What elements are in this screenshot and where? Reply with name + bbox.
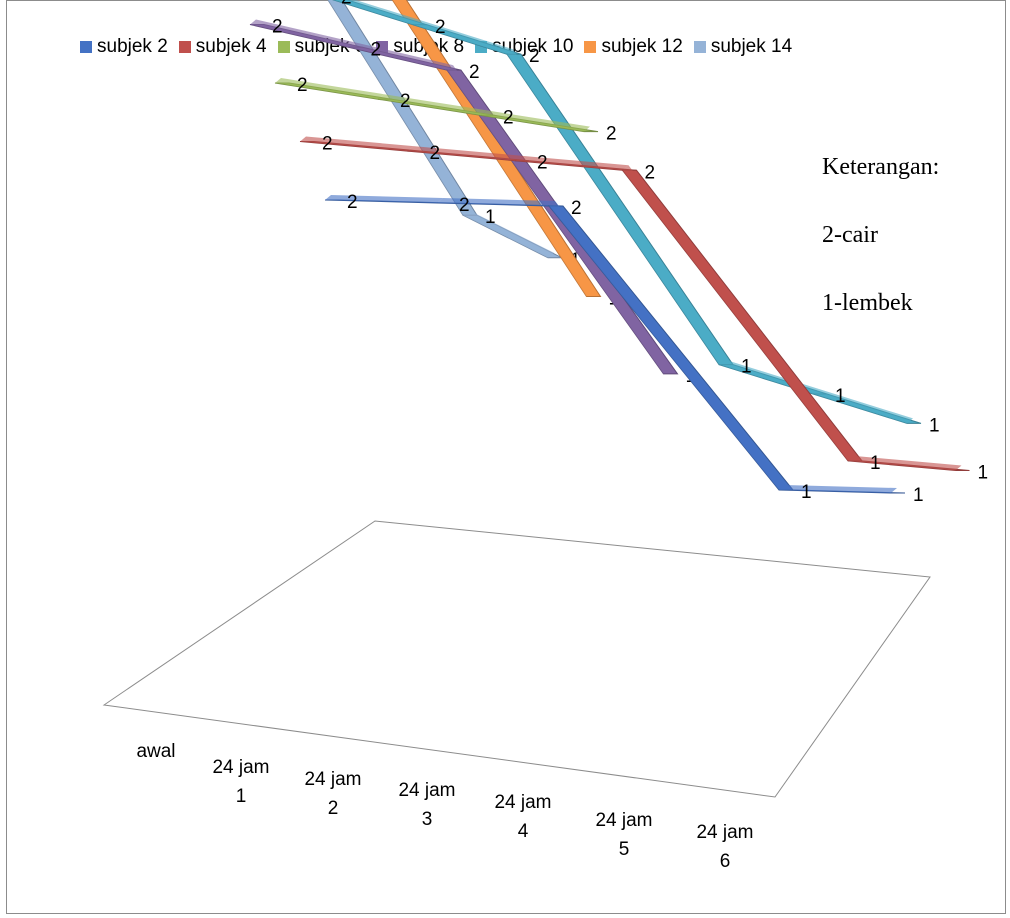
line-segment-top xyxy=(348,42,453,71)
line-segment-top xyxy=(463,210,554,258)
data-label: 2 xyxy=(469,62,480,83)
line-segment-top xyxy=(328,0,469,216)
line-segment-top xyxy=(275,78,384,100)
data-label: 2 xyxy=(297,75,308,96)
line-segment-top xyxy=(813,389,913,424)
notes-line-cair: 2-cair xyxy=(822,222,878,248)
legend-swatch xyxy=(277,41,290,53)
line-segment-top xyxy=(447,65,670,374)
line-segment-top xyxy=(333,0,419,25)
x-tick-label: 24 jam 2 xyxy=(304,769,361,819)
line-segment-top xyxy=(848,455,962,471)
series-subjek-10: 2222111 xyxy=(332,0,940,436)
x-tick-label: 24 jam 1 xyxy=(212,757,269,807)
legend-label: subjek 4 xyxy=(195,36,267,57)
data-label: 2 xyxy=(645,162,656,183)
legend-swatch xyxy=(693,41,706,53)
line-segment-top xyxy=(413,19,513,55)
line-segment-top xyxy=(250,19,355,48)
data-label: 1 xyxy=(929,415,940,436)
legend-item-subjek-4: subjek 4 xyxy=(178,36,267,58)
data-label: 1 xyxy=(741,357,752,378)
line-segment-top xyxy=(779,485,897,493)
data-label: 2 xyxy=(606,124,617,145)
data-label: 2 xyxy=(371,39,382,60)
line-segment-top xyxy=(325,195,443,203)
line-segment-top xyxy=(437,198,555,206)
data-label: 2 xyxy=(347,192,358,213)
data-label: 2 xyxy=(435,17,446,38)
data-label: 1 xyxy=(835,386,846,407)
data-label: 1 xyxy=(978,463,989,484)
data-label: 1 xyxy=(485,207,496,228)
series-subjek-2: 2 2 21 1 xyxy=(324,192,924,506)
legend-swatch xyxy=(80,41,92,53)
line-segment-top xyxy=(549,201,785,490)
legend-item-subjek-2: subjek 2 xyxy=(80,36,168,58)
chart-floor xyxy=(102,520,931,798)
x-tick-label: 24 jam 5 xyxy=(595,810,652,860)
x-tick-label: 24 jam 4 xyxy=(494,792,551,842)
data-label: 2 xyxy=(400,91,411,112)
data-label: 2 xyxy=(459,195,470,216)
data-label: 2 xyxy=(272,17,283,38)
line-segment-top xyxy=(622,165,854,461)
data-label: 2 xyxy=(503,107,514,128)
legend-label: subjek 14 xyxy=(710,36,793,57)
data-label: 1 xyxy=(913,485,924,506)
data-label: 2 xyxy=(322,134,333,155)
x-tick-label: 24 jam 6 xyxy=(696,822,753,872)
data-label: 2 xyxy=(571,198,582,219)
x-tick-label: awal xyxy=(136,741,175,762)
notes-line-lembek: 1-lembek xyxy=(822,290,913,316)
notes-box: Keterangan: 2-cair 1-lembek xyxy=(822,152,939,356)
legend-item-subjek-12: subjek 12 xyxy=(584,36,683,58)
data-label: 1 xyxy=(870,453,881,474)
legend-swatch xyxy=(178,41,191,53)
series-subjek-6: 2 2 2 2 xyxy=(274,75,617,145)
chart-border xyxy=(6,0,1006,914)
data-label: 2 xyxy=(537,153,548,174)
data-label: 1 xyxy=(801,482,812,503)
line-segment-top xyxy=(481,110,590,132)
line-segment-top xyxy=(407,146,521,161)
legend-item-subjek-14: subjek 14 xyxy=(693,36,793,58)
line-segment-top xyxy=(378,94,487,116)
legend-label: subjek 12 xyxy=(601,36,683,57)
x-tick-label: 24 jam 3 xyxy=(398,780,455,830)
data-label: 2 xyxy=(341,0,352,8)
data-label: 2 xyxy=(529,46,540,67)
data-label: 2 xyxy=(430,143,441,164)
legend-label: subjek 2 xyxy=(97,36,168,57)
notes-title: Keterangan: xyxy=(822,154,940,180)
series-subjek-4: 2 2 2 21 1 xyxy=(299,134,989,484)
line-segment-top xyxy=(300,136,414,152)
line-segment-top xyxy=(515,155,629,171)
line-segment-top xyxy=(392,0,593,297)
legend-swatch xyxy=(584,41,597,53)
